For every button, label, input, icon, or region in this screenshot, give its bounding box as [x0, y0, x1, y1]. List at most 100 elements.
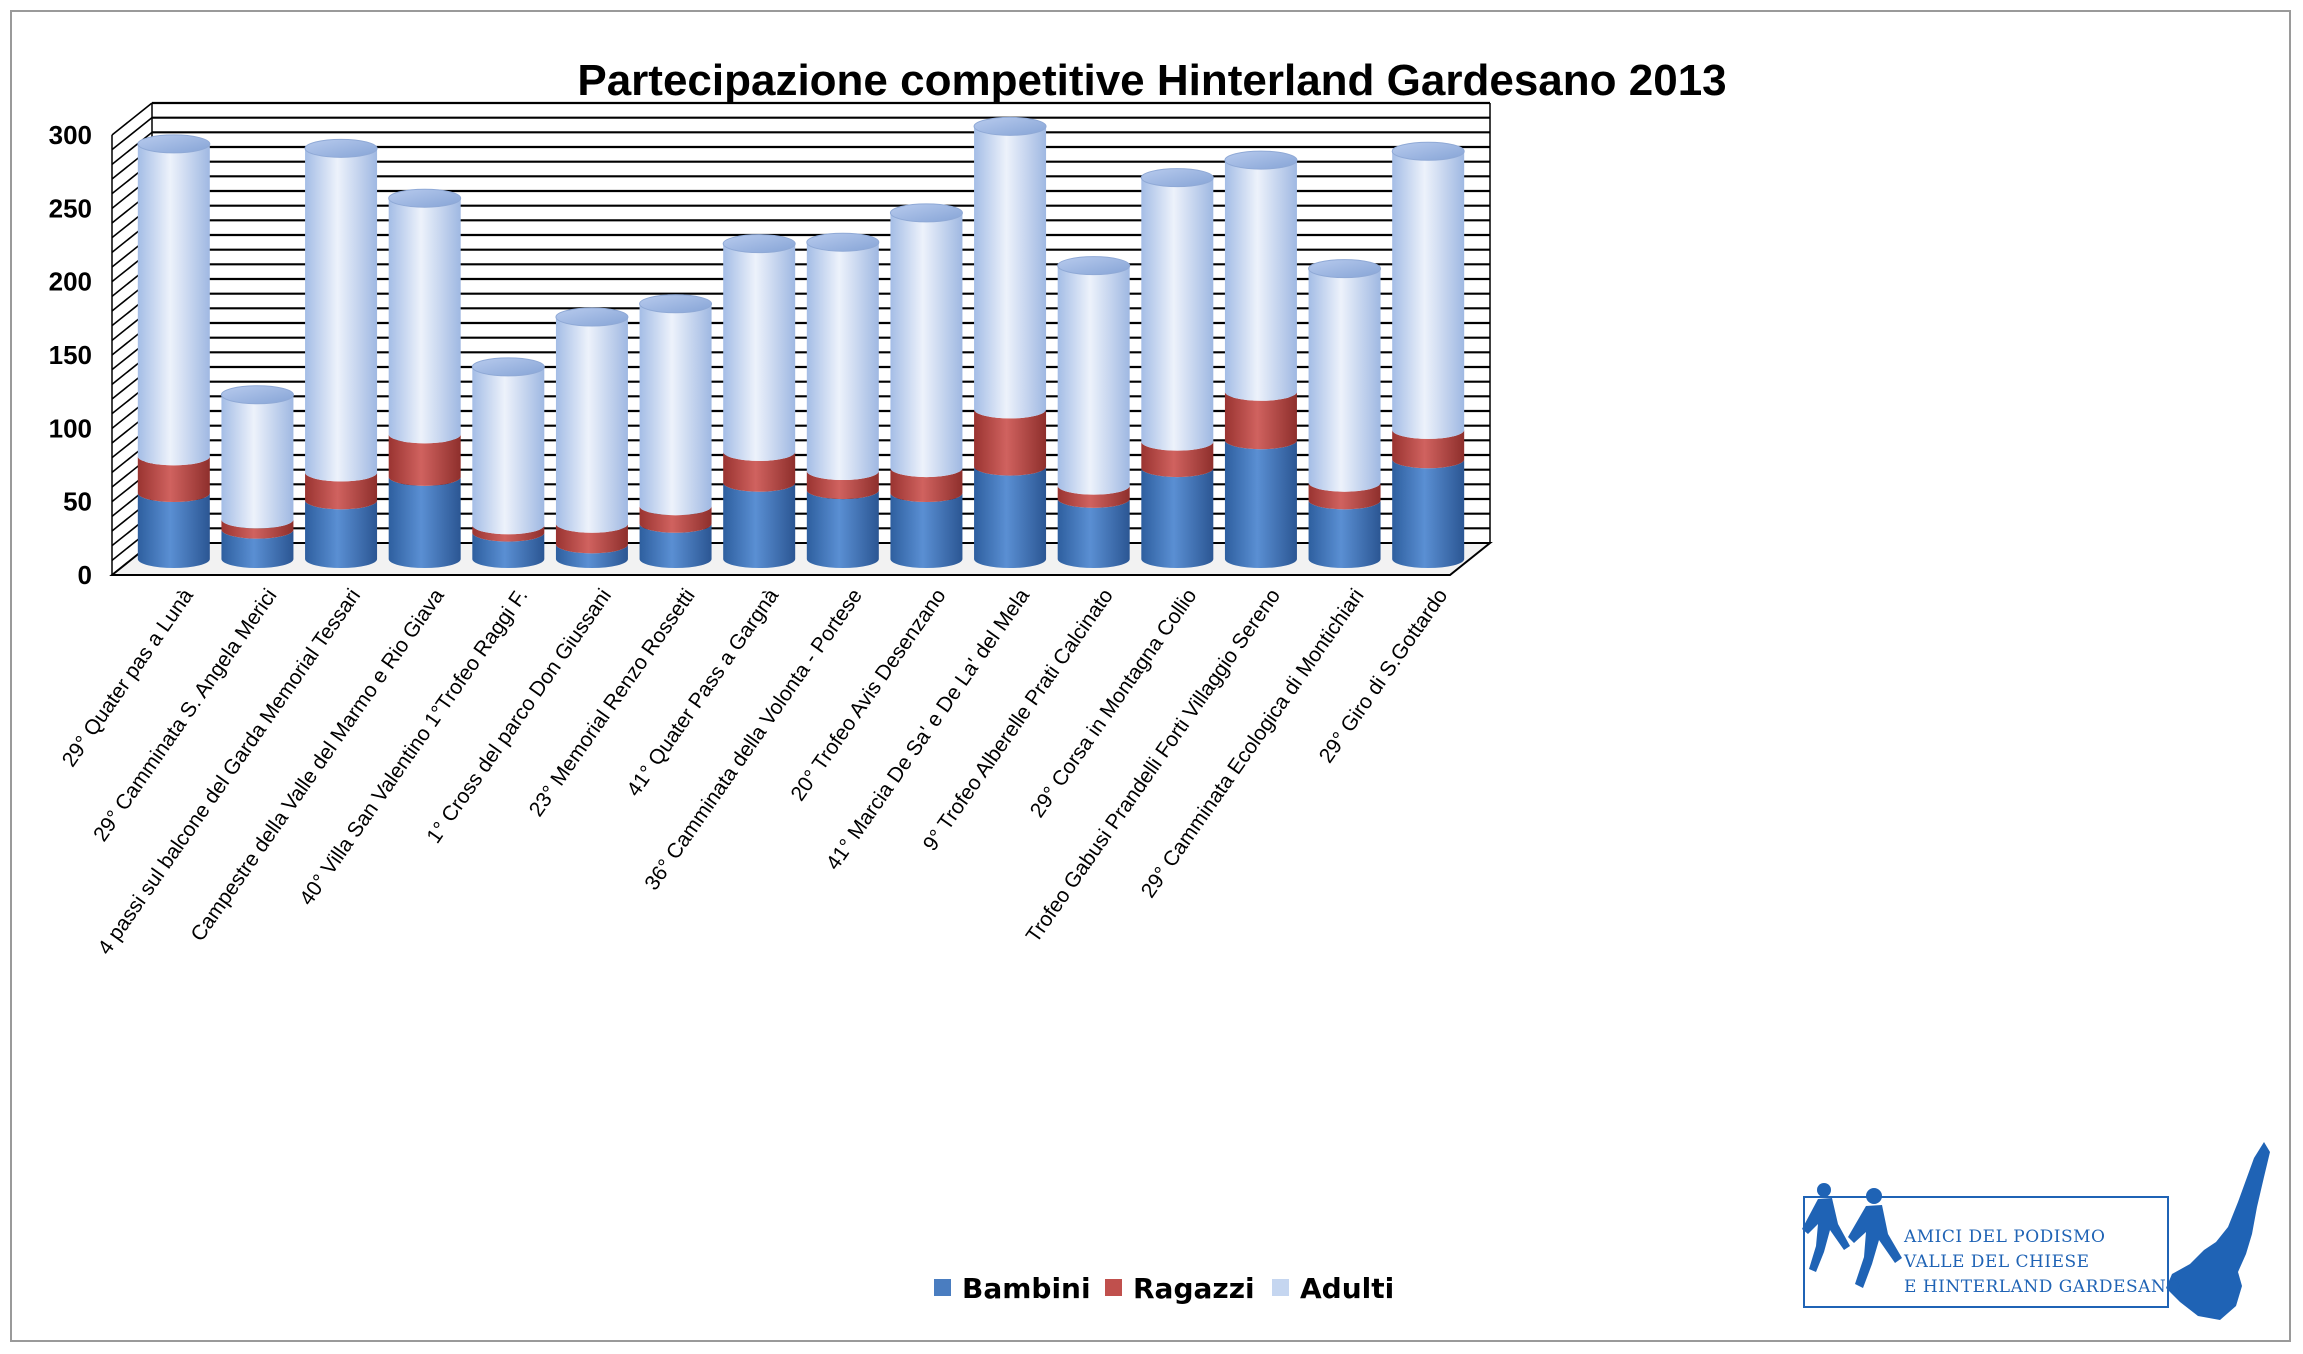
- bar-segment-ragazzi: [1308, 482, 1381, 510]
- bar-segment-adulti: [806, 242, 879, 480]
- bar-stack: [639, 294, 713, 568]
- bar-segment-bambini: [1057, 498, 1130, 568]
- bar-segment-bambini: [1141, 468, 1214, 568]
- legend-label-adulti: Adulti: [1300, 1272, 1394, 1305]
- bar-segment-adulti: [555, 317, 628, 533]
- bar-stack: [220, 385, 294, 568]
- bar-top-cap: [1140, 168, 1214, 188]
- bar-stack: [304, 138, 378, 568]
- bar-segment-bambini: [388, 476, 461, 568]
- bar-segment-adulti: [388, 198, 461, 444]
- bar-top-cap: [973, 116, 1047, 136]
- bar-top-cap: [889, 203, 963, 223]
- y-tick-label: 50: [63, 487, 92, 517]
- bar-segment-bambini: [137, 493, 210, 568]
- legend-swatch-bambini: [934, 1279, 951, 1296]
- runner-icon: [1802, 1183, 1902, 1288]
- bar-segment-adulti: [1057, 265, 1130, 495]
- bar-stack: [1224, 150, 1298, 568]
- legend-item-bambini: Bambini: [934, 1272, 1091, 1305]
- x-tick-label: 23° Memorial Renzo Rossetti: [525, 585, 700, 821]
- y-tick-label: 150: [49, 340, 92, 370]
- bar-segment-ragazzi: [639, 506, 712, 533]
- bar-segment-bambini: [639, 523, 712, 568]
- bar-segment-bambini: [221, 529, 294, 568]
- bar-segment-bambini: [305, 500, 378, 568]
- bar-segment-ragazzi: [1392, 429, 1465, 469]
- x-tick-label: 20° Trofeo Avis Desenzano: [786, 585, 950, 806]
- bar-segment-adulti: [1392, 151, 1465, 439]
- bar-stack: [1140, 168, 1214, 568]
- legend-swatch-adulti: [1272, 1279, 1289, 1296]
- bar-segment-ragazzi: [555, 523, 628, 554]
- bar-segment-adulti: [974, 126, 1047, 419]
- y-tick-label: 100: [49, 413, 92, 443]
- bar-segment-adulti: [137, 143, 210, 466]
- bar-stack: [555, 307, 629, 568]
- legend-label-ragazzi: Ragazzi: [1133, 1272, 1255, 1305]
- bar-segment-ragazzi: [221, 519, 294, 539]
- bar-stack: [137, 134, 211, 568]
- bar-segment-adulti: [639, 303, 712, 516]
- bar-segment-adulti: [890, 212, 963, 478]
- bar-stack: [1391, 141, 1465, 568]
- bar-top-cap: [388, 188, 462, 208]
- bar-segment-ragazzi: [890, 468, 963, 502]
- bar-stack: [722, 234, 796, 568]
- bar-segment-bambini: [472, 532, 545, 568]
- bar-stack: [471, 357, 545, 568]
- legend: Bambini Ragazzi Adulti: [934, 1272, 1394, 1305]
- x-tick-label: 1° Cross del parco Don Giussani: [422, 585, 616, 848]
- bar-top-cap: [137, 134, 211, 154]
- legend-swatch-ragazzi: [1105, 1279, 1122, 1296]
- bar-segment-bambini: [806, 490, 879, 568]
- bar-segment-ragazzi: [305, 472, 378, 510]
- bar-segment-adulti: [1224, 160, 1297, 401]
- bar-segment-ragazzi: [1141, 441, 1214, 478]
- gridline-depth: [111, 117, 153, 151]
- gridline-depth: [111, 102, 153, 136]
- x-tick-label: 29° Camminata S. Angela Merici: [89, 585, 281, 846]
- bar-segment-adulti: [1308, 268, 1381, 492]
- bar-stack: [1057, 256, 1131, 568]
- bar-top-cap: [1057, 256, 1131, 276]
- bar-segment-bambini: [1224, 440, 1297, 568]
- bar-segment-ragazzi: [1224, 391, 1297, 450]
- chart-canvas: Partecipazione competitive Hinterland Ga…: [49, 56, 2270, 1320]
- bar-top-cap: [1224, 150, 1298, 170]
- bar-segment-ragazzi: [137, 456, 210, 502]
- bar-segment-bambini: [890, 493, 963, 568]
- bar-segment-ragazzi: [1057, 485, 1130, 508]
- y-tick-label: 250: [49, 193, 92, 223]
- bar-segment-bambini: [974, 466, 1047, 568]
- logo-line-2: VALLE DEL CHIESE: [1903, 1252, 2090, 1272]
- bar-top-cap: [1308, 259, 1382, 279]
- y-tick-label: 300: [49, 120, 92, 150]
- bar-stack: [889, 203, 963, 568]
- bar-stack: [973, 116, 1047, 568]
- bar-top-cap: [806, 232, 880, 252]
- bar-top-cap: [555, 307, 629, 327]
- bar-segment-bambini: [723, 482, 796, 568]
- legend-label-bambini: Bambini: [962, 1272, 1091, 1305]
- bar-segment-ragazzi: [723, 451, 796, 492]
- bar-segment-bambini: [1308, 500, 1381, 568]
- chart-bars: [137, 116, 1465, 568]
- x-tick-label: 29° Corsa in Montagna Collio: [1026, 585, 1202, 822]
- bar-top-cap: [471, 357, 545, 377]
- bar-segment-adulti: [221, 394, 294, 529]
- legend-item-ragazzi: Ragazzi: [1105, 1272, 1255, 1305]
- logo: AMICI DEL PODISMO VALLE DEL CHIESE E HIN…: [1802, 1142, 2270, 1320]
- bar-top-cap: [304, 138, 378, 158]
- x-tick-label: 41° Quater Pass a Gargnà: [622, 584, 783, 800]
- bar-segment-adulti: [472, 366, 545, 535]
- logo-box: [1803, 1196, 2169, 1308]
- y-tick-label: 0: [78, 560, 92, 590]
- bar-segment-ragazzi: [388, 434, 461, 486]
- bar-segment-ragazzi: [806, 471, 879, 500]
- bar-segment-ragazzi: [472, 525, 545, 542]
- bar-segment-bambini: [555, 544, 628, 568]
- bar-stack: [388, 188, 462, 568]
- legend-item-adulti: Adulti: [1272, 1272, 1394, 1305]
